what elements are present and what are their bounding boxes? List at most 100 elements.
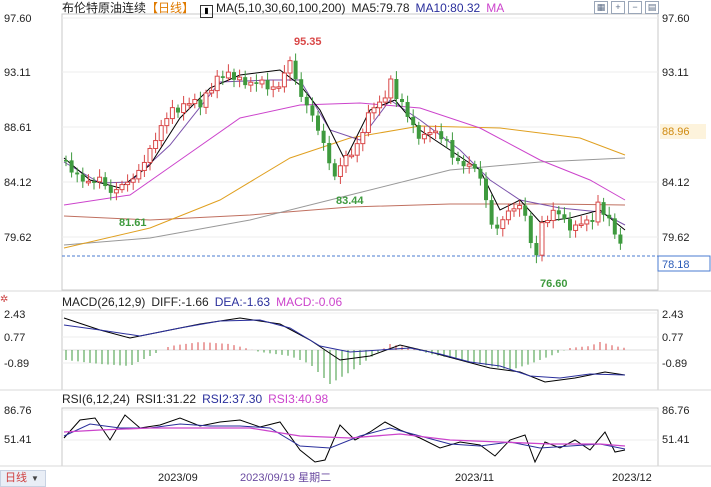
- ma-price-tick: 88.96: [662, 126, 690, 138]
- candle-body-up: [158, 125, 164, 142]
- zoom-in-icon[interactable]: +: [611, 1, 625, 14]
- candle-body-down: [64, 160, 68, 162]
- zoom-out-icon[interactable]: −: [628, 1, 642, 14]
- candle-body-down: [75, 172, 80, 175]
- period-button-label: 日线: [5, 472, 27, 484]
- candle-body-up: [365, 112, 371, 134]
- rsi-axis-left: 86.76 51.41: [4, 405, 32, 446]
- ma5-line: [63, 69, 626, 231]
- candle-body-down: [405, 102, 410, 117]
- ma200-line: [63, 203, 626, 221]
- candle-body-up: [248, 81, 254, 86]
- candle-body-up: [349, 154, 355, 158]
- candle-body-down: [394, 79, 399, 99]
- high-annotation: 95.35: [294, 36, 322, 48]
- candle-body-down: [232, 72, 236, 80]
- candle-body-down: [618, 234, 623, 244]
- macd-tick: 0.77: [4, 332, 25, 344]
- rsi1-value: RSI1:31.22: [136, 392, 197, 406]
- candle-body-down: [243, 77, 248, 86]
- candle-body-up: [578, 223, 584, 226]
- candle-body-down: [607, 214, 612, 219]
- candle-body-up: [130, 178, 136, 183]
- candle-body-up: [192, 99, 198, 105]
- price-tick: 93.11: [662, 67, 689, 79]
- candle-body-down: [411, 116, 416, 126]
- candle-body-down: [220, 76, 225, 78]
- candle-body-up: [214, 75, 220, 92]
- candle-body-up: [225, 71, 231, 79]
- last-price-tick: 78.18: [662, 259, 690, 271]
- period-button[interactable]: 日线 ▼: [0, 470, 46, 487]
- candle-body-up: [141, 161, 147, 171]
- candle-body-up: [209, 90, 215, 94]
- candle-body-up: [119, 184, 125, 191]
- candle-body-down: [332, 163, 337, 177]
- candle-body-down: [80, 174, 85, 182]
- candle-body-up: [421, 133, 427, 140]
- candle-body-down: [562, 214, 567, 220]
- chart-type-icon[interactable]: ▮: [200, 5, 214, 18]
- candle-body-down: [92, 181, 96, 183]
- candle-body-up: [125, 181, 131, 186]
- candle-body-up: [539, 222, 545, 256]
- candle-body-up: [360, 132, 366, 145]
- moving-average-lines: [63, 69, 626, 249]
- candle-body-up: [466, 163, 472, 167]
- price-header: 布伦特原油连续【日线】 ▮ MA(5,10,30,60,100,200) MA5:79…: [62, 1, 510, 18]
- low-annotation-left: 81.61: [119, 217, 147, 229]
- candle-body-up: [388, 78, 394, 99]
- ma10-line: [63, 79, 626, 226]
- rsi-tick: 86.76: [662, 405, 690, 417]
- candle-body-up: [237, 76, 243, 81]
- settings-icon[interactable]: ▤: [645, 1, 659, 14]
- macd-header: MACD(26,12,9) DIFF:-1.66 DEA:-1.63 MACD:-0.…: [62, 295, 348, 309]
- price-annotations: 95.35 81.61 83.44 76.60: [119, 36, 568, 290]
- candle-body-up: [97, 176, 103, 183]
- ma60-line: [63, 125, 626, 249]
- rsi-params: RSI(6,12,24): [62, 392, 131, 406]
- candle-body-up: [281, 72, 287, 88]
- candle-body-up: [505, 210, 511, 221]
- macd-params: MACD(26,12,9): [62, 295, 146, 309]
- candle-body-up: [354, 143, 360, 156]
- last-price-marker: [657, 255, 711, 272]
- candle-body-up: [85, 180, 91, 184]
- candle-body-down: [478, 168, 483, 179]
- ma-price-marker: [660, 124, 706, 139]
- macd-tick: -0.89: [662, 358, 687, 370]
- toolbar: ▦ + − ▤: [594, 1, 659, 14]
- crosshair-icon[interactable]: ✲: [0, 294, 9, 305]
- rsi-tick: 51.41: [4, 434, 32, 446]
- candle-body-down: [293, 60, 298, 80]
- price-tick: 97.60: [662, 13, 690, 25]
- candle-body-up: [573, 224, 579, 231]
- macd-plot: [62, 317, 658, 384]
- candle-body-up: [169, 107, 175, 120]
- candle-body-down: [400, 98, 404, 103]
- macd-axis-left: 2.43 0.77 -0.89: [4, 309, 29, 370]
- candle-body-down: [327, 142, 332, 164]
- macd-axis-right: 2.43 0.77 -0.89: [662, 309, 687, 370]
- candle-body-down: [523, 205, 528, 216]
- candle-body-up: [164, 118, 170, 127]
- ma10-value: MA10:80.32: [415, 1, 481, 15]
- candle-body-up: [500, 219, 506, 230]
- price-tick: 93.11: [4, 67, 31, 79]
- x-axis: 2023/09 2023/11 2023/12: [158, 472, 652, 484]
- candle-body-up: [181, 103, 187, 114]
- candle-body-up: [343, 155, 349, 167]
- price-panel-frame: [61, 13, 659, 291]
- candle-body-down: [304, 96, 309, 106]
- grid-icon[interactable]: ▦: [594, 1, 608, 14]
- price-tick: 84.12: [662, 177, 690, 189]
- candle-body-up: [113, 189, 119, 194]
- x-tick: 2023/09: [158, 472, 198, 484]
- price-axis-left: 97.60 93.11 88.61 84.12 79.62: [4, 13, 32, 244]
- candle-body-down: [489, 200, 494, 225]
- candle-body-up: [203, 92, 209, 108]
- candle-body-down: [495, 224, 500, 229]
- candle-body-down: [450, 140, 455, 158]
- candle-body-up: [433, 130, 439, 134]
- candle-body-down: [198, 99, 203, 108]
